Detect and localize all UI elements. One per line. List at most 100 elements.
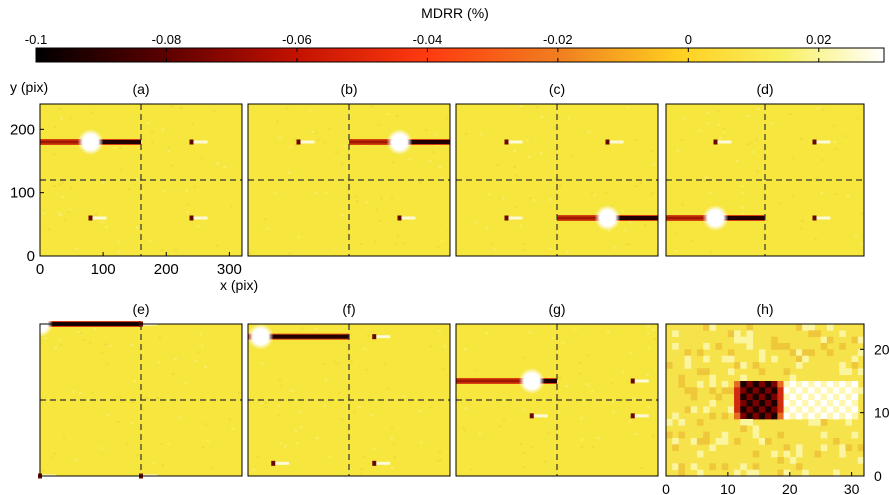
zoom-cell <box>703 431 710 439</box>
texture-dot <box>155 396 159 399</box>
texture-dot <box>611 400 615 403</box>
texture-dot <box>390 196 394 199</box>
zoom-cell <box>845 444 853 452</box>
texture-dot <box>108 345 112 348</box>
colorbar-tick-label: -0.06 <box>282 32 312 47</box>
texture-dot <box>633 139 637 142</box>
panel-texture <box>252 327 447 475</box>
zoom-cell <box>727 330 735 338</box>
texture-dot <box>814 177 818 180</box>
texture-dot <box>135 225 139 228</box>
zoom-cell <box>666 419 673 426</box>
zoom-cell <box>857 457 865 464</box>
zoom-cell <box>802 400 809 407</box>
texture-dot <box>223 166 227 169</box>
texture-dot <box>79 391 83 394</box>
texture-dot <box>377 123 381 126</box>
texture-dot <box>79 331 83 334</box>
colorbar <box>35 47 885 63</box>
streak-line-left <box>456 379 532 383</box>
zoom-cell <box>851 336 859 344</box>
texture-dot <box>260 362 264 365</box>
zoom-cell <box>690 438 698 445</box>
panel-frame <box>455 103 659 257</box>
texture-dot <box>474 221 478 224</box>
zoom-cell <box>789 374 797 382</box>
texture-dot <box>463 348 467 351</box>
point-core <box>88 215 93 221</box>
zoom-cell <box>820 431 828 439</box>
texture-dot <box>100 221 104 224</box>
texture-dot <box>741 213 745 216</box>
texture-dot <box>323 378 327 381</box>
zoom-cell <box>696 469 704 477</box>
panel-label: (f) <box>342 301 355 317</box>
zoom-cell <box>727 406 735 414</box>
texture-dot <box>393 242 397 245</box>
texture-dot <box>260 402 264 405</box>
zoom-cell <box>851 400 859 407</box>
zoom-cell <box>746 336 754 344</box>
point-core <box>189 139 194 145</box>
texture-dot <box>627 106 631 109</box>
texture-dot <box>88 341 92 344</box>
point-core <box>504 215 509 221</box>
panel-h: (h) 0 10 20 30 0 10 20 <box>662 301 889 495</box>
texture-dot <box>69 117 73 120</box>
texture-dot <box>463 398 467 401</box>
streak-line <box>399 140 450 144</box>
point-core <box>812 139 817 145</box>
zoom-cell <box>839 362 846 369</box>
texture-dot <box>622 398 626 401</box>
texture-dot <box>311 131 315 134</box>
texture-dot <box>438 451 442 454</box>
texture-dot <box>256 455 260 458</box>
zoom-cell <box>833 393 840 401</box>
zoom-cell <box>771 381 778 388</box>
zoom-cell <box>795 362 803 369</box>
hotspot <box>247 323 274 350</box>
zoom-cell <box>833 412 840 420</box>
texture-dot <box>435 144 439 147</box>
texture-dot <box>704 176 708 179</box>
zoom-cell <box>765 438 772 445</box>
zoom-cell <box>802 412 809 420</box>
texture-dot <box>443 345 447 348</box>
texture-dot <box>706 122 710 125</box>
texture-dot <box>521 408 525 411</box>
texture-dot <box>94 213 98 216</box>
zoom-cell <box>857 349 865 357</box>
point-tail <box>273 461 290 465</box>
texture-dot <box>419 441 423 444</box>
zoom-cell <box>752 406 760 414</box>
texture-dot <box>350 360 354 363</box>
texture-dot <box>297 411 301 414</box>
texture-dot <box>359 472 363 475</box>
zoom-cell <box>814 387 822 395</box>
texture-dot <box>370 105 374 108</box>
point-marker <box>529 413 548 419</box>
texture-dot <box>167 146 171 149</box>
zoom-cell <box>789 457 797 464</box>
zoom-cell <box>696 438 704 445</box>
texture-dot <box>496 163 500 166</box>
texture-dot <box>366 334 370 337</box>
texture-dot <box>355 200 359 203</box>
zoom-cell <box>826 349 834 357</box>
zoom-cell <box>690 393 698 401</box>
zoom-cell <box>833 438 840 445</box>
zoom-cell <box>752 400 760 407</box>
panel-texture <box>673 107 864 254</box>
zoom-x-tick-label: 30 <box>844 481 860 495</box>
colorbar-title: MDRR (%) <box>421 5 489 21</box>
texture-dot <box>131 422 135 425</box>
texture-dot <box>522 248 526 251</box>
zoom-cell <box>802 406 809 414</box>
texture-dot <box>279 442 283 445</box>
texture-dot <box>478 432 482 435</box>
zoom-cell <box>690 406 698 414</box>
zoom-cell <box>672 330 679 338</box>
texture-dot <box>291 389 295 392</box>
point-tail <box>506 140 523 144</box>
zoom-cell <box>820 412 828 420</box>
